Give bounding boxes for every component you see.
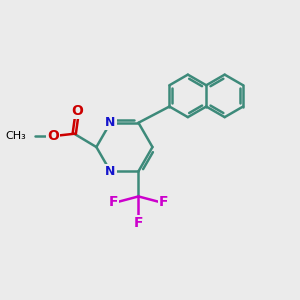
Text: N: N [105, 116, 116, 129]
Text: N: N [105, 165, 116, 178]
Text: CH₃: CH₃ [6, 131, 26, 141]
Text: F: F [108, 195, 118, 209]
Text: O: O [71, 104, 83, 118]
Text: F: F [159, 195, 169, 209]
Text: F: F [134, 216, 143, 230]
Text: O: O [47, 129, 59, 143]
